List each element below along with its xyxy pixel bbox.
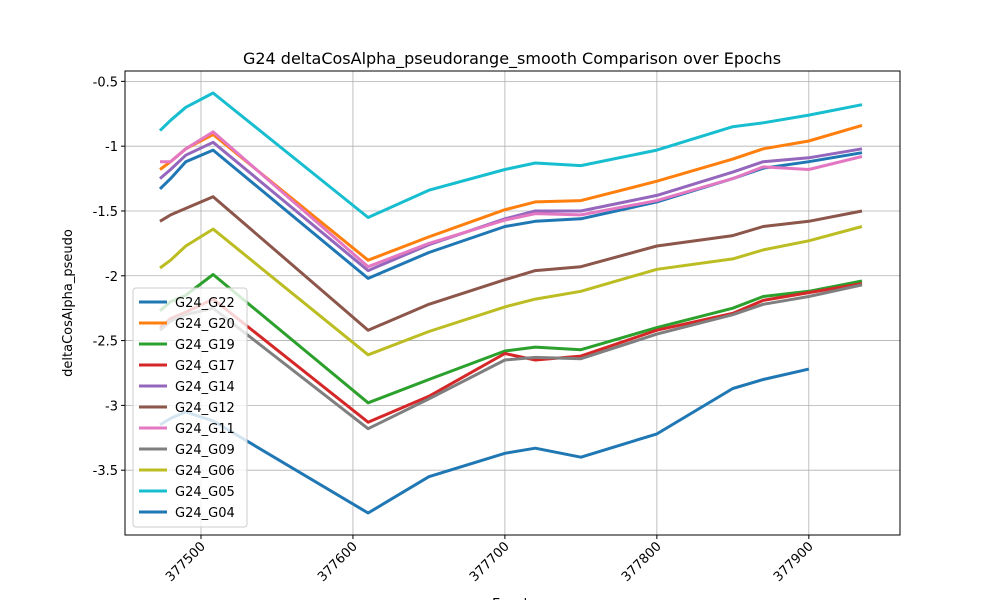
legend-box (132, 287, 248, 528)
legend-label: G24_G20 (175, 317, 235, 332)
y-tick-label: -3 (105, 399, 118, 414)
plot-frame (124, 70, 901, 536)
y-tick-label: -1 (105, 140, 118, 155)
y-tick-label: -2 (105, 270, 118, 285)
legend-label: G24_G17 (175, 359, 235, 374)
legend-label: G24_G12 (175, 401, 235, 416)
series-line (160, 130, 863, 269)
legend-label: G24_G06 (175, 464, 235, 479)
x-tick-label: 377900 (771, 539, 817, 585)
x-tick-label: 377500 (163, 539, 209, 585)
y-tick-label: -1.5 (93, 205, 118, 220)
y-tick-label: -2.5 (93, 335, 118, 350)
y-tick-label: -0.5 (93, 75, 118, 90)
y-tick-label: -3.5 (93, 464, 118, 479)
legend-label: G24_G22 (175, 296, 235, 311)
chart-title: G24 deltaCosAlpha_pseudorange_smooth Com… (243, 49, 781, 69)
series-line (159, 140, 863, 273)
legend: G24_G22 G24_G20 G24_G19 G24_G17 G24_G14 G24_G… (132, 287, 248, 528)
series-line (159, 367, 810, 515)
x-tick-label: 377700 (467, 539, 513, 585)
x-tick-label: 377800 (619, 539, 665, 585)
series-line (158, 91, 863, 219)
legend-label: G24_G05 (175, 485, 235, 500)
legend-label: G24_G09 (175, 443, 235, 458)
legend-label: G24_G11 (175, 422, 235, 437)
series-line (159, 195, 863, 332)
x-axis-label: Epoch (492, 597, 532, 600)
x-tick-label: 377600 (315, 539, 361, 585)
legend-label: G24_G04 (175, 506, 235, 521)
series-line (159, 225, 863, 357)
legend-label: G24_G14 (175, 380, 235, 395)
legend-label: G24_G19 (175, 338, 235, 353)
y-axis-label: deltaCosAlpha_pseudo (61, 229, 76, 377)
